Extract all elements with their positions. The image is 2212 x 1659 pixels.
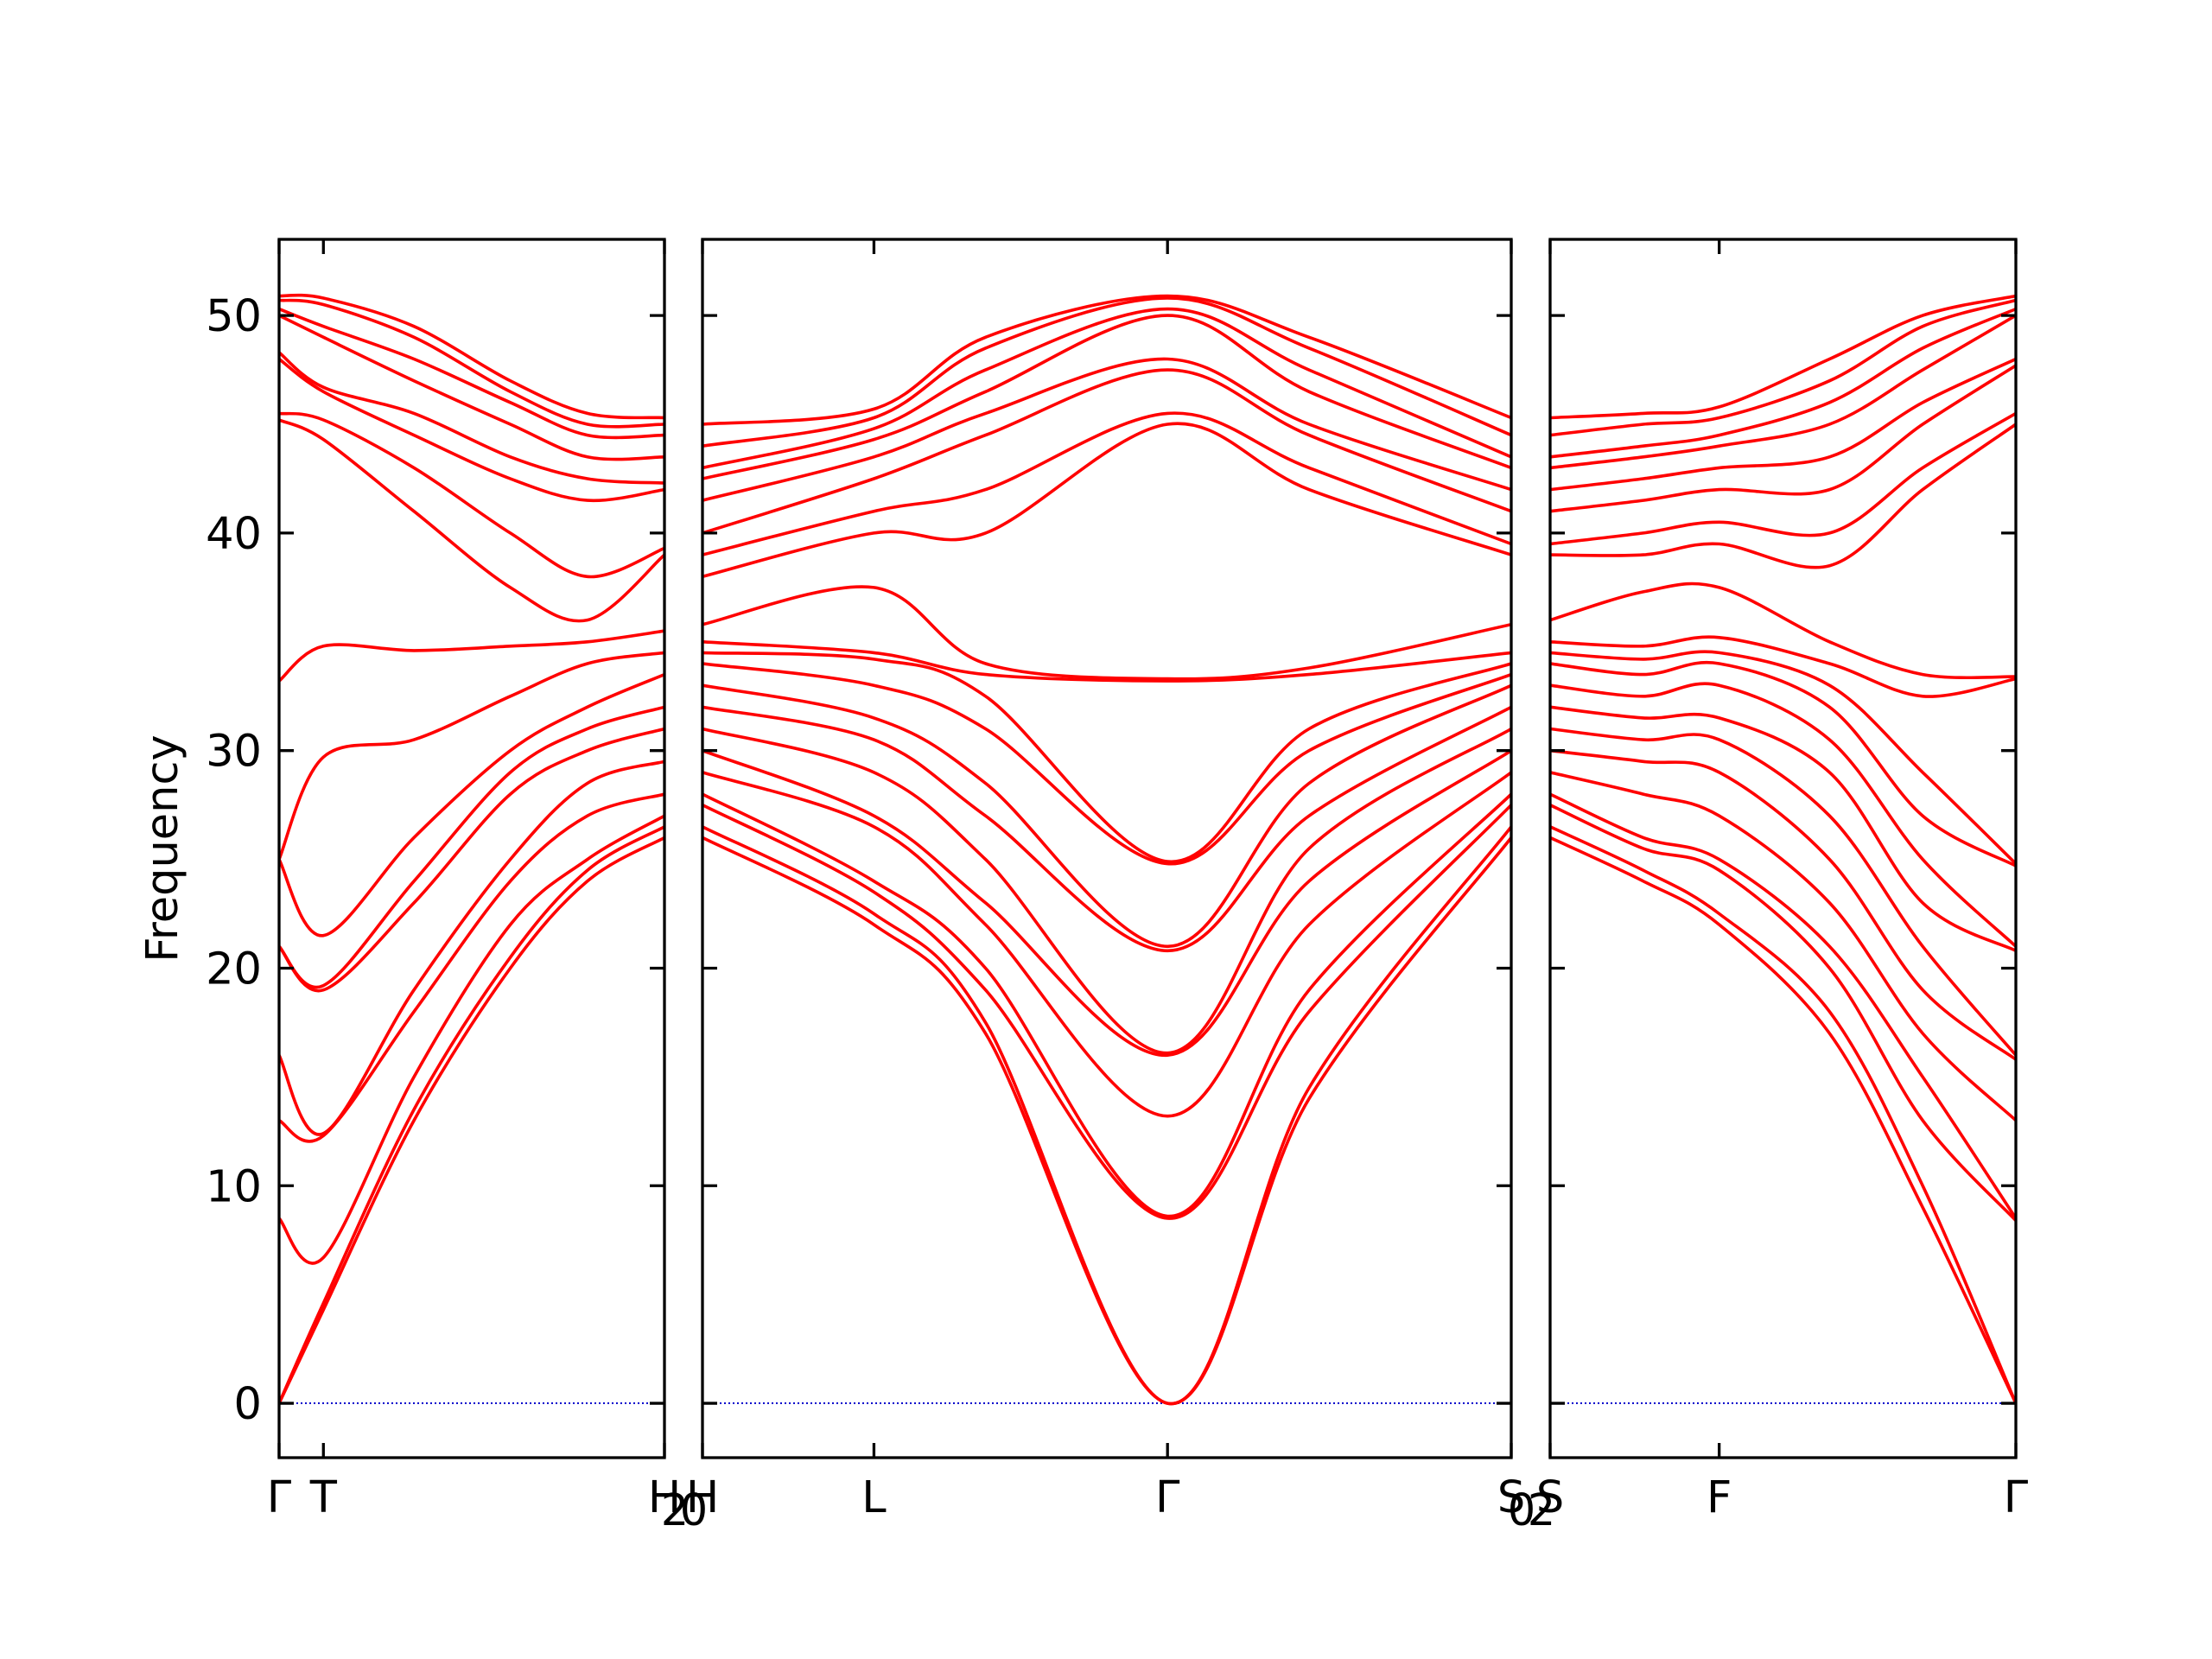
x-tick-label: S <box>1536 1472 1564 1523</box>
band-line <box>702 803 1511 1220</box>
band-line <box>1550 298 2016 437</box>
y-tick-label: 0 <box>234 1379 262 1430</box>
band-line <box>279 418 664 623</box>
band-line <box>702 727 1511 1055</box>
band-line <box>279 411 664 579</box>
y-tick-label: 50 <box>206 291 262 342</box>
band-line <box>702 705 1511 953</box>
band-line <box>702 357 1511 502</box>
band-line <box>1550 803 2016 1222</box>
band-line <box>279 825 664 1404</box>
band-line <box>279 760 664 1136</box>
band-line <box>702 585 1511 681</box>
band-line <box>279 705 664 989</box>
band-lines <box>702 294 1511 1405</box>
band-line <box>1550 825 2016 1404</box>
x-tick-subscript: 0 <box>1508 1485 1535 1536</box>
band-line <box>279 293 664 420</box>
band-line <box>702 651 1511 863</box>
band-line <box>1550 294 2016 420</box>
band-line <box>279 307 664 440</box>
y-tick-label: 40 <box>206 509 262 560</box>
band-line <box>1550 307 2016 459</box>
band-line <box>279 298 664 429</box>
band-line <box>279 836 664 1404</box>
band-line <box>279 351 664 485</box>
y-tick-label: 10 <box>206 1161 262 1212</box>
band-line <box>1550 582 2016 680</box>
x-tick-label: Γ <box>1155 1472 1180 1523</box>
band-line <box>702 771 1511 1118</box>
band-line <box>702 411 1511 556</box>
band-line <box>1550 423 2016 569</box>
band-lines <box>1550 294 2016 1405</box>
band-line <box>1550 635 2016 698</box>
band-line <box>702 749 1511 1058</box>
band-line <box>1550 314 2016 470</box>
band-line <box>702 422 1511 579</box>
band-line <box>702 314 1511 480</box>
band-line <box>279 651 664 861</box>
y-axis-title: Frequency <box>137 734 188 962</box>
band-line <box>1550 792 2016 1219</box>
band-line <box>279 672 664 938</box>
x-tick-label: F <box>1707 1472 1732 1523</box>
x-tick-label: Γ <box>2004 1472 2029 1523</box>
x-tick-label: H <box>648 1472 681 1523</box>
x-tick-label: S <box>1497 1472 1525 1523</box>
band-line <box>1550 682 2016 948</box>
band-line <box>702 825 1511 1405</box>
band-line <box>1550 727 2016 1057</box>
panel-1: Γ T H2 <box>267 238 689 1536</box>
band-line <box>279 358 664 503</box>
band-line <box>702 307 1511 470</box>
band-line <box>279 727 664 993</box>
band-line <box>702 368 1511 535</box>
x-tick-label: T <box>309 1472 338 1523</box>
x-tick-label: L <box>861 1472 887 1523</box>
y-tick-label: 30 <box>206 727 262 778</box>
band-line <box>1550 705 2016 952</box>
x-tick-label: Γ <box>267 1472 292 1523</box>
band-line <box>702 662 1511 866</box>
band-line <box>1550 364 2016 513</box>
panel-2: H L Γ S0 0 <box>680 238 1535 1536</box>
axes-frame <box>701 238 1513 1459</box>
y-tick-label: 20 <box>206 944 262 995</box>
band-line <box>702 296 1511 448</box>
band-line <box>279 314 664 461</box>
axes-frame <box>277 238 666 1459</box>
band-lines <box>279 293 664 1405</box>
band-line <box>1550 650 2016 865</box>
band-line <box>702 294 1511 426</box>
panel-3: S F Γ 2 <box>1528 238 2029 1536</box>
x-tick-label: H <box>686 1472 719 1523</box>
band-line <box>702 683 1511 949</box>
band-line <box>1550 771 2016 1122</box>
band-line <box>1550 661 2016 868</box>
band-line <box>702 640 1511 683</box>
band-line <box>1550 748 2016 1061</box>
band-line <box>279 629 664 683</box>
band-line <box>1550 411 2016 546</box>
axes-frame <box>1548 238 2018 1459</box>
band-line <box>702 792 1511 1218</box>
x-tick-subscript: 2 <box>661 1485 689 1536</box>
x-tick-subscript: 0 <box>680 1485 708 1536</box>
x-tick-subscript: 2 <box>1528 1485 1555 1536</box>
band-line <box>279 792 664 1143</box>
band-line <box>1550 357 2016 492</box>
band-line <box>1550 836 2016 1404</box>
band-line <box>279 814 664 1265</box>
